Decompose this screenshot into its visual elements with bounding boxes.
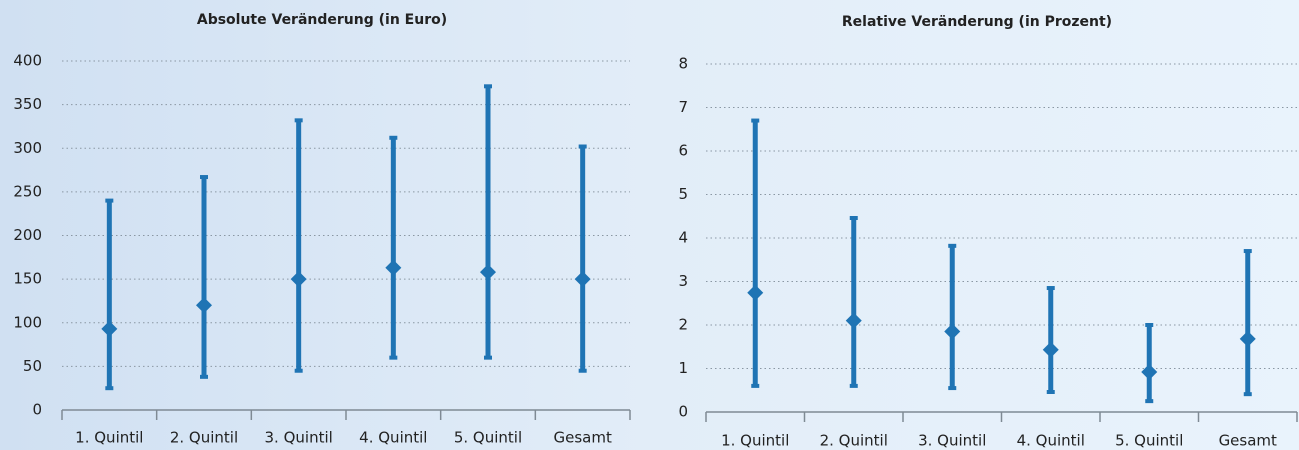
x-tick-label: 2. Quintil [820, 432, 888, 450]
value-marker [1141, 363, 1158, 380]
value-marker [845, 312, 862, 329]
x-tick-label: 2. Quintil [170, 429, 238, 447]
chart-title: Relative Veränderung (in Prozent) [842, 14, 1112, 30]
y-tick-label: 400 [13, 52, 42, 70]
value-marker [1042, 341, 1059, 358]
y-tick-label: 4 [678, 229, 688, 247]
x-tick-label: 1. Quintil [75, 429, 143, 447]
value-marker [101, 320, 118, 337]
x-tick-label: Gesamt [1219, 432, 1277, 450]
y-tick-label: 0 [678, 403, 688, 421]
value-marker [290, 271, 307, 288]
y-tick-label: 8 [678, 55, 688, 73]
y-tick-label: 200 [13, 226, 42, 244]
x-tick-label: 1. Quintil [721, 432, 789, 450]
y-tick-label: 5 [678, 185, 688, 203]
y-tick-label: 0 [32, 401, 42, 419]
y-tick-label: 50 [23, 357, 42, 375]
value-marker [574, 271, 591, 288]
chart-title: Absolute Veränderung (in Euro) [197, 12, 447, 28]
x-tick-label: 4. Quintil [359, 429, 427, 447]
x-tick-label: 5. Quintil [1115, 432, 1183, 450]
y-tick-label: 1 [678, 359, 688, 377]
x-tick-label: 3. Quintil [918, 432, 986, 450]
value-marker [944, 323, 961, 340]
x-tick-label: 5. Quintil [454, 429, 522, 447]
y-tick-label: 350 [13, 95, 42, 113]
y-tick-label: 2 [678, 316, 688, 334]
value-marker [1239, 330, 1256, 347]
y-tick-label: 150 [13, 270, 42, 288]
x-tick-label: 4. Quintil [1017, 432, 1085, 450]
value-marker [747, 284, 764, 301]
value-marker [196, 297, 212, 314]
y-tick-label: 3 [678, 272, 688, 290]
y-tick-label: 250 [13, 182, 42, 200]
y-tick-label: 300 [13, 139, 42, 157]
y-tick-label: 6 [678, 142, 688, 160]
x-tick-label: 3. Quintil [265, 429, 333, 447]
y-tick-label: 7 [678, 98, 688, 116]
y-tick-label: 100 [13, 313, 42, 331]
value-marker [385, 259, 402, 276]
x-tick-label: Gesamt [553, 429, 611, 447]
value-marker [480, 264, 496, 281]
